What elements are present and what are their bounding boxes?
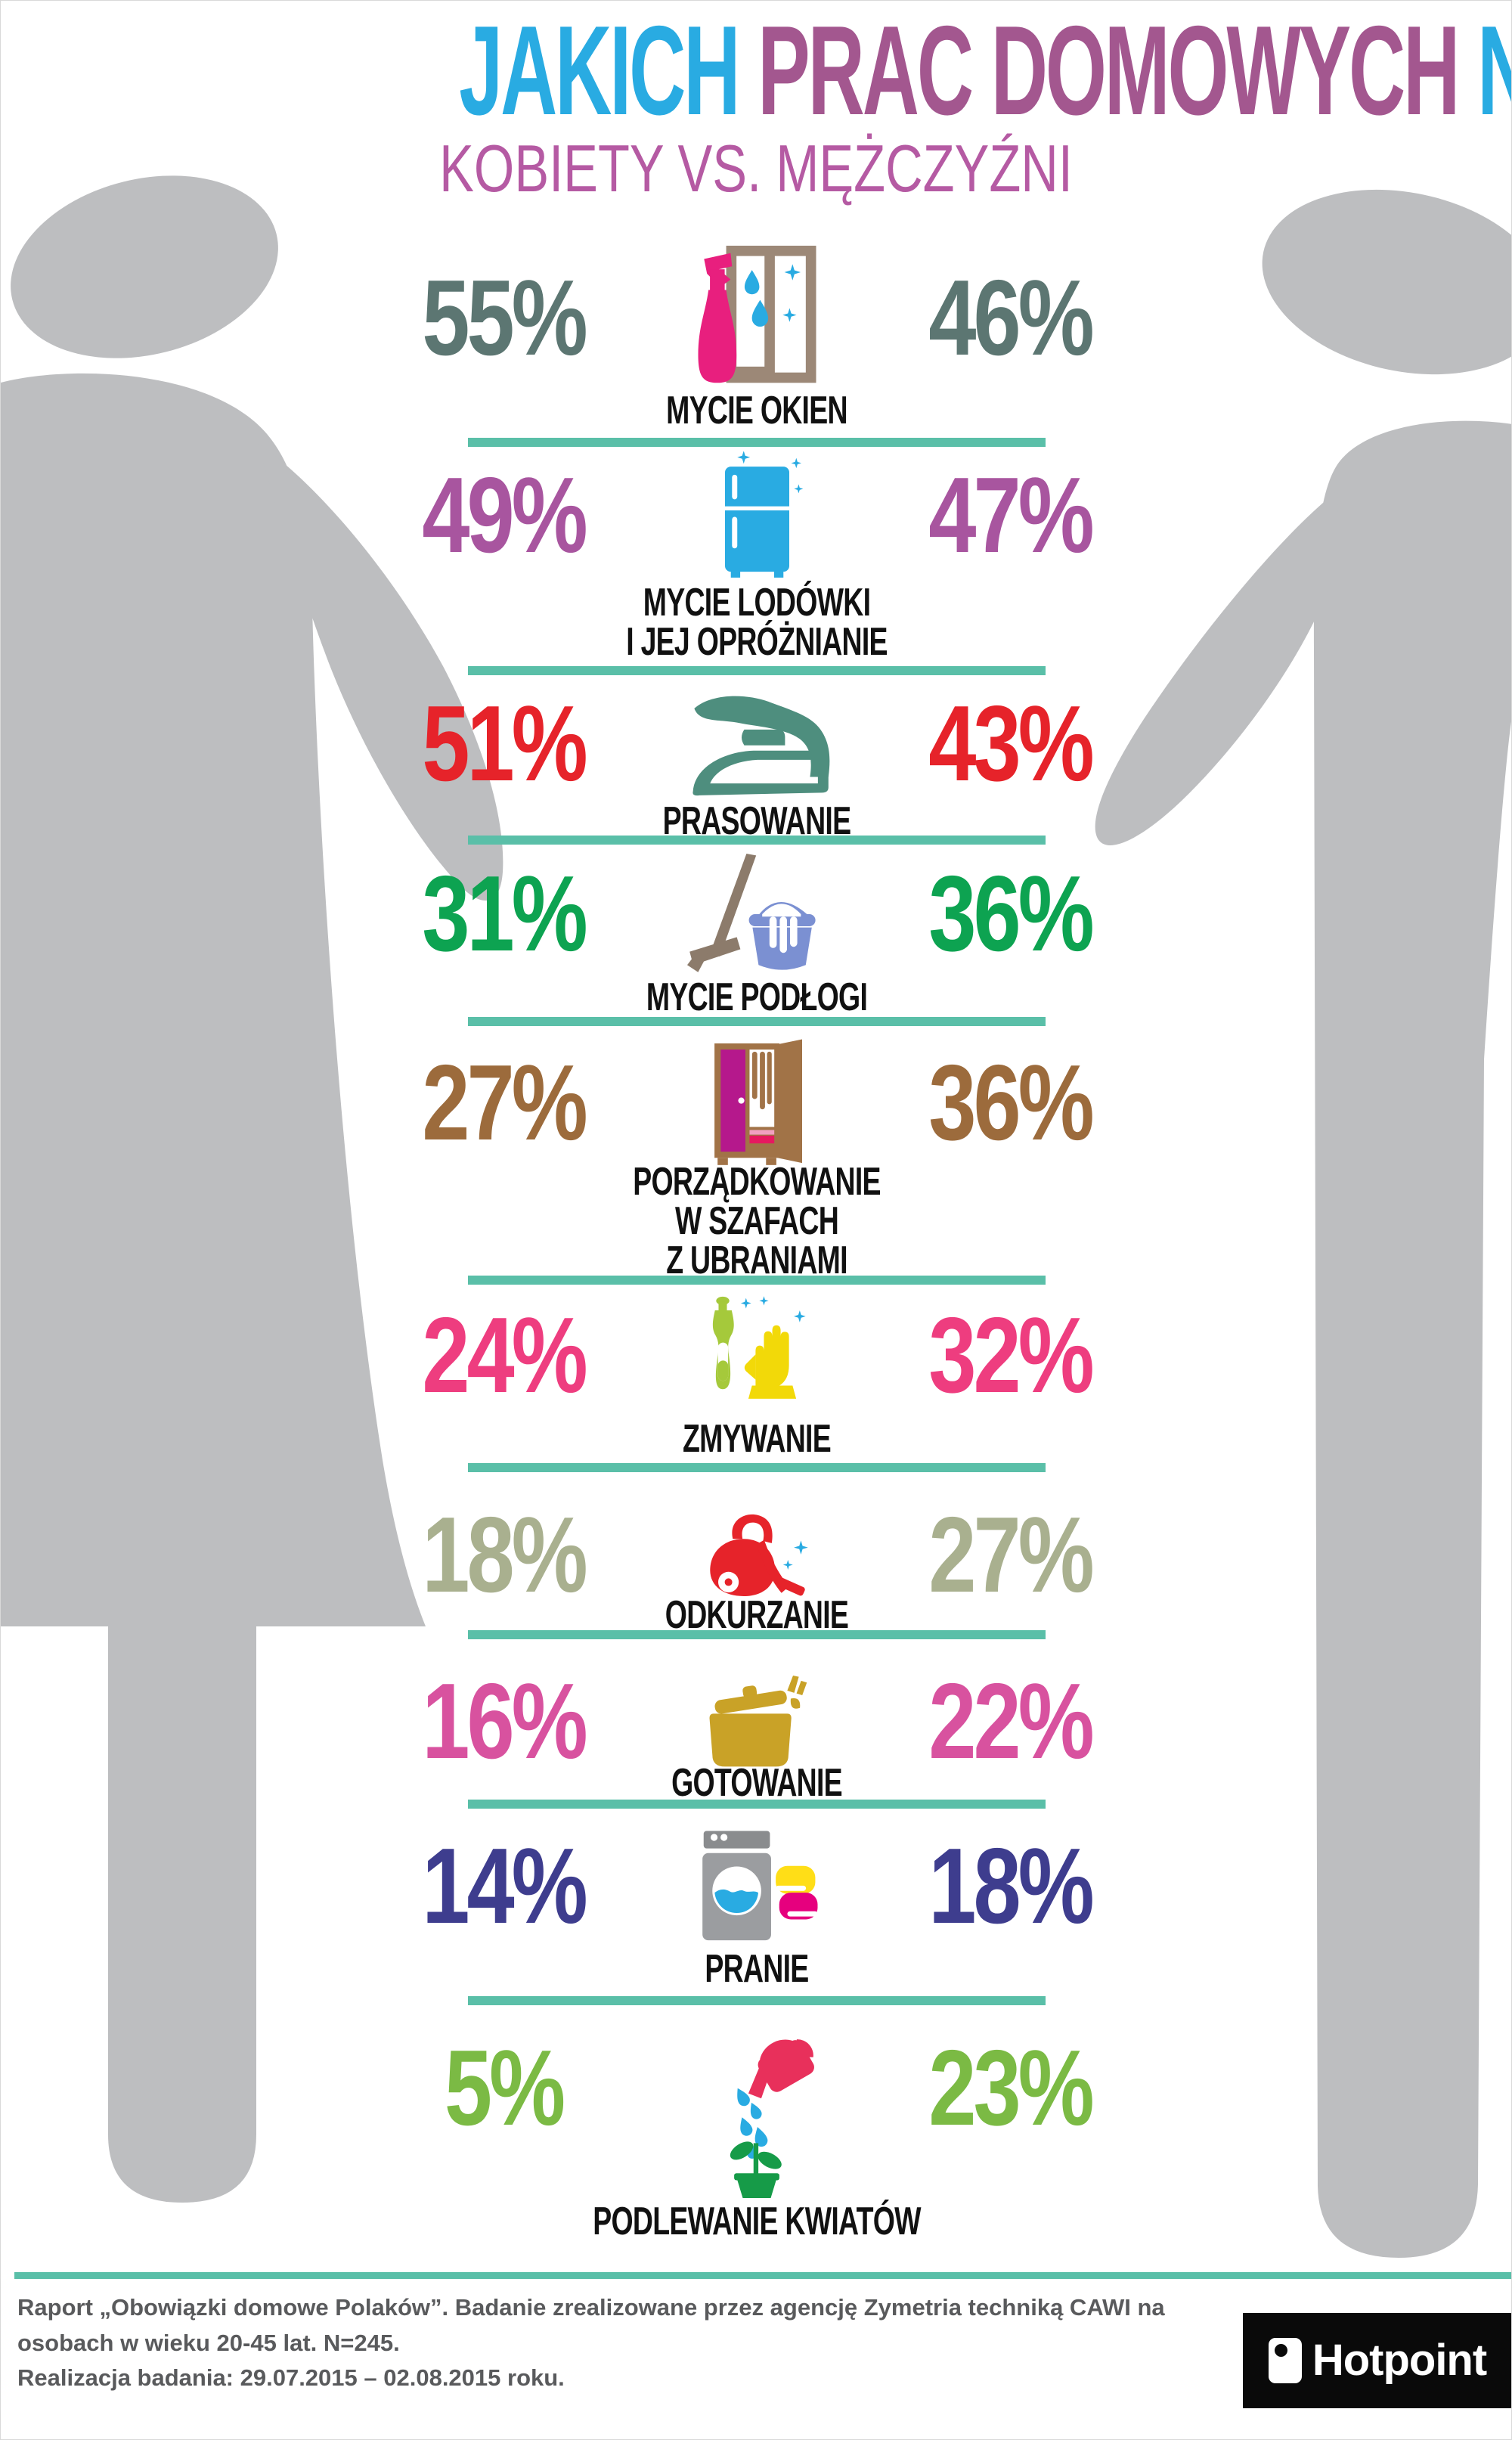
men-percentage: 18% — [928, 1826, 1094, 1946]
fridge-icon — [628, 451, 885, 580]
hotpoint-logo-icon — [1268, 2338, 1302, 2383]
chore-label: PORZĄDKOWANIE W SZAFACH Z UBRANIAMI — [633, 1160, 881, 1282]
chore-label: MYCIE OKIEN — [666, 389, 847, 433]
women-percentage: 24% — [422, 1295, 587, 1415]
chore-row-mycie-lodowki: 49% 47% MYCIE LODÓWK — [379, 451, 1135, 675]
chore-row-mycie-podlogi: 31% — [379, 854, 1135, 1026]
women-percentage: 5% — [444, 2028, 565, 2148]
chore-label: PODLEWANIE KWIATÓW — [593, 2200, 921, 2243]
chore-row-prasowanie: 51% 43% PRASOWANIE — [379, 689, 1135, 845]
men-percentage: 46% — [928, 257, 1094, 378]
chore-label: MYCIE PODŁOGI — [646, 975, 868, 1019]
men-percentage: 47% — [928, 455, 1094, 575]
mop-bucket-icon — [628, 854, 885, 975]
chore-label: PRASOWANIE — [662, 799, 851, 843]
women-percentage: 27% — [422, 1043, 587, 1163]
chore-row-gotowanie: 16% 22% GOTOWANIE — [379, 1668, 1135, 1809]
wardrobe-icon — [628, 1038, 885, 1168]
watering-can-plant-icon — [628, 2015, 885, 2198]
men-percentage: 32% — [928, 1295, 1094, 1415]
women-percentage: 55% — [422, 257, 587, 378]
hotpoint-logo: Hotpoint — [1243, 2313, 1511, 2408]
men-percentage: 43% — [928, 683, 1094, 804]
men-percentage: 22% — [928, 1661, 1094, 1781]
chore-row-mycie-okien: 55% — [379, 244, 1135, 447]
iron-icon — [628, 691, 885, 797]
man-silhouette — [1095, 189, 1511, 2258]
chore-row-porzadkowanie-w-szafach: 27% 36% PORZĄDKOWANIE — [379, 1038, 1135, 1285]
title-segment-3: NIE LUBIMY? — [1477, 1, 1511, 141]
women-percentage: 14% — [422, 1826, 587, 1946]
title-segment-2: PRAC DOMOWYCH — [758, 0, 1478, 141]
women-percentage: 51% — [422, 683, 587, 804]
cooking-pot-icon — [628, 1676, 885, 1768]
footer-note-line1: Raport „Obowiązki domowe Polaków”. Badan… — [17, 2294, 1165, 2356]
men-percentage: 27% — [928, 1495, 1094, 1615]
men-percentage: 36% — [928, 1043, 1094, 1163]
chore-label: ODKURZANIE — [665, 1593, 849, 1637]
chore-label: ZMYWANIE — [683, 1417, 832, 1461]
woman-silhouette — [1, 175, 503, 2203]
vacuum-icon — [628, 1511, 885, 1600]
footer-divider — [14, 2272, 1511, 2279]
men-percentage: 36% — [928, 854, 1094, 974]
title-segment-1: JAKICH — [459, 0, 758, 141]
women-percentage: 16% — [422, 1661, 587, 1781]
page-title: JAKICH PRAC DOMOWYCH NIE LUBIMY? — [1, 7, 1511, 134]
subtitle-text: KOBIETY VS. MĘŻCZYŹNI — [439, 131, 1073, 206]
window-spray-icon — [628, 244, 885, 392]
women-percentage: 31% — [422, 854, 587, 974]
chore-label: GOTOWANIE — [671, 1761, 843, 1805]
hotpoint-logo-text: Hotpoint — [1312, 2336, 1487, 2385]
washing-machine-icon — [628, 1830, 885, 1943]
chore-label: MYCIE LODÓWKI I JEJ OPRÓŻNIANIE — [626, 581, 888, 664]
chore-row-odkurzanie: 18% 27% O — [379, 1502, 1135, 1639]
chore-row-pranie: 14% 18% PRANI — [379, 1827, 1135, 2005]
page-subtitle: KOBIETY VS. MĘŻCZYŹNI — [1, 135, 1511, 202]
men-percentage: 23% — [928, 2028, 1094, 2148]
footer-note-line2: Realizacja badania: 29.07.2015 – 02.08.2… — [17, 2364, 565, 2391]
footer-note: Raport „Obowiązki domowe Polaków”. Badan… — [17, 2290, 1197, 2396]
chore-row-podlewanie-kwiatow: 5% — [379, 2014, 1135, 2243]
chore-label: PRANIE — [705, 1947, 809, 1991]
women-percentage: 18% — [422, 1495, 587, 1615]
women-percentage: 49% — [422, 455, 587, 575]
dish-soap-glove-icon — [628, 1296, 885, 1415]
chore-row-zmywanie: 24% — [379, 1295, 1135, 1472]
